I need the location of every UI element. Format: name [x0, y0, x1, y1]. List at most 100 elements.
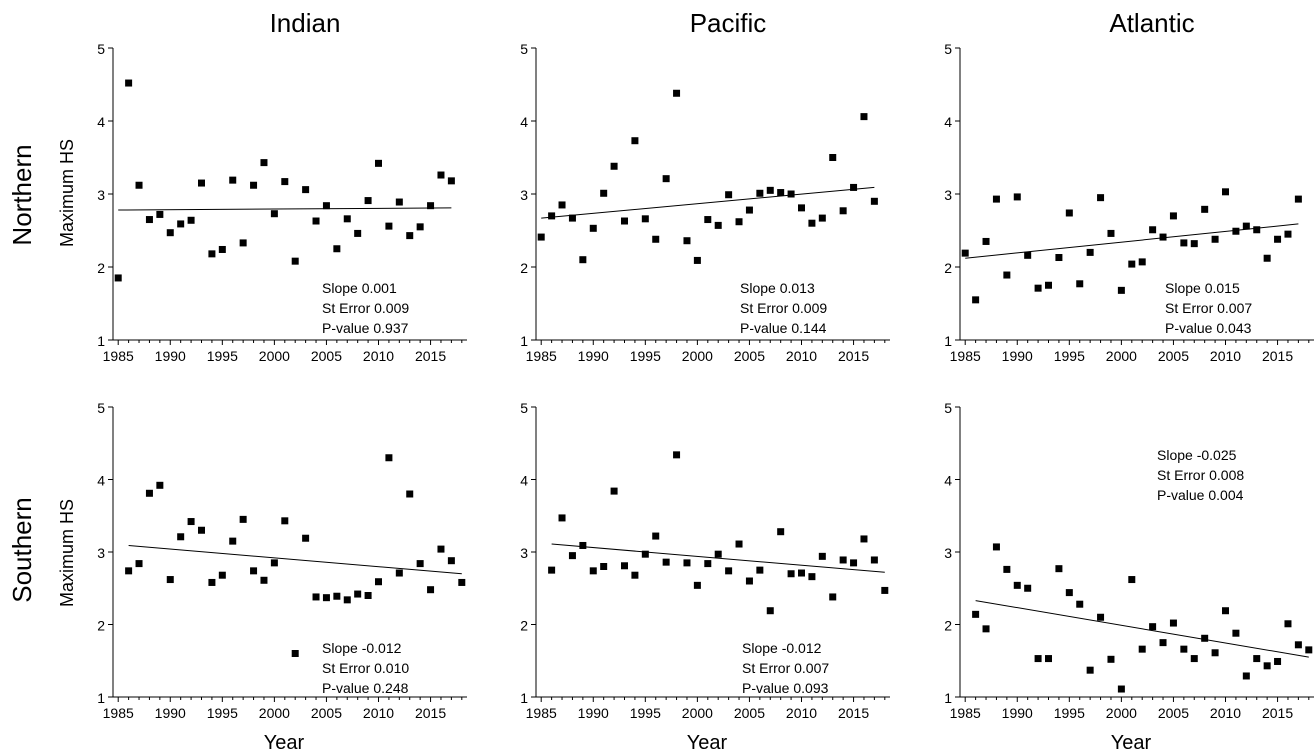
data-point — [1190, 240, 1198, 248]
column-title-atlantic: Atlantic — [1109, 8, 1194, 38]
x-tick-label: 2010 — [1210, 705, 1241, 721]
y-tick-label: 3 — [944, 187, 952, 203]
data-point — [1024, 584, 1032, 592]
data-point — [177, 220, 185, 228]
data-point — [447, 557, 455, 565]
x-tick-label: 1985 — [526, 705, 557, 721]
data-point — [1242, 222, 1250, 230]
data-point — [1076, 600, 1084, 608]
x-tick-label: 2015 — [1262, 348, 1293, 364]
data-point — [1055, 565, 1063, 573]
data-point — [250, 567, 258, 575]
y-tick-label: 3 — [520, 545, 528, 561]
data-point — [1242, 672, 1250, 680]
data-point — [756, 566, 764, 574]
data-point — [208, 578, 216, 586]
data-point — [714, 221, 722, 229]
data-point — [704, 560, 712, 568]
data-point — [1232, 227, 1240, 235]
slope-text: Slope -0.025 — [1157, 447, 1237, 463]
data-point — [1107, 229, 1115, 237]
slope-text: Slope 0.015 — [1165, 280, 1240, 296]
data-point — [1034, 284, 1042, 292]
data-point — [1169, 619, 1177, 627]
data-point — [579, 256, 587, 264]
data-point — [198, 526, 205, 534]
x-tick-label: 1995 — [207, 348, 238, 364]
data-point — [135, 560, 143, 568]
data-point — [1211, 649, 1219, 657]
data-point — [250, 181, 258, 189]
x-tick-label: 1990 — [155, 348, 186, 364]
data-point — [610, 162, 618, 170]
y-tick-label: 1 — [944, 690, 952, 706]
data-point — [621, 562, 628, 570]
x-tick-label: 1990 — [155, 705, 186, 721]
y-tick-label: 3 — [97, 545, 105, 561]
data-point — [568, 214, 576, 222]
x-tick-label: 2015 — [1262, 705, 1293, 721]
x-tick-label: 2015 — [415, 348, 446, 364]
data-point — [375, 578, 382, 586]
data-point — [1045, 655, 1052, 663]
data-point — [218, 571, 226, 579]
data-point — [1076, 280, 1084, 288]
data-point — [375, 159, 382, 167]
y-tick-label: 5 — [944, 41, 952, 57]
x-tick-label: 1995 — [1054, 705, 1085, 721]
data-point — [1305, 646, 1313, 654]
data-point — [198, 179, 205, 187]
data-point — [725, 191, 733, 199]
data-point — [693, 581, 701, 589]
data-point — [982, 237, 990, 245]
data-point — [735, 218, 743, 226]
data-point — [850, 183, 858, 191]
data-point — [777, 528, 785, 536]
data-point — [777, 189, 785, 197]
data-point — [187, 216, 195, 224]
data-point — [406, 232, 414, 240]
y-tick-label: 2 — [944, 618, 952, 634]
data-point — [818, 552, 826, 560]
data-point — [1253, 655, 1261, 663]
data-point — [1117, 685, 1125, 693]
data-point — [589, 224, 597, 232]
data-point — [1284, 620, 1292, 628]
x-tick-label: 1990 — [1002, 705, 1033, 721]
y-tick-label: 4 — [944, 473, 952, 489]
x-tick-label: 2000 — [259, 348, 290, 364]
data-point — [1138, 645, 1146, 653]
data-point — [1097, 613, 1105, 621]
data-point — [652, 235, 660, 243]
x-tick-label: 1995 — [630, 705, 661, 721]
data-point — [312, 593, 320, 601]
data-point — [260, 159, 268, 167]
slope-text: Slope -0.012 — [322, 640, 402, 656]
y-tick-label: 4 — [520, 473, 528, 489]
x-tick-label: 2000 — [1106, 348, 1137, 364]
data-point — [756, 189, 764, 197]
trend-line — [551, 543, 885, 573]
data-point — [281, 178, 289, 186]
xlabel-atlantic: Year — [1111, 732, 1152, 753]
data-point — [568, 552, 576, 560]
data-point — [1149, 623, 1157, 631]
data-point — [808, 219, 816, 227]
y-tick-label: 5 — [520, 400, 528, 416]
data-point — [208, 250, 216, 258]
data-point — [406, 490, 414, 498]
p-value-text: P-value 0.004 — [1157, 487, 1244, 503]
data-point — [704, 216, 712, 224]
x-tick-label: 2010 — [786, 705, 817, 721]
data-point — [156, 481, 164, 489]
data-point — [1086, 248, 1094, 256]
data-point — [1222, 188, 1229, 196]
data-point — [312, 217, 320, 225]
data-point — [145, 216, 153, 224]
ylabel-northern: Maximum HS — [57, 139, 77, 247]
data-point — [600, 563, 608, 570]
data-point — [302, 186, 310, 194]
data-point — [1055, 254, 1063, 262]
data-point — [427, 202, 435, 210]
data-point — [961, 249, 969, 257]
